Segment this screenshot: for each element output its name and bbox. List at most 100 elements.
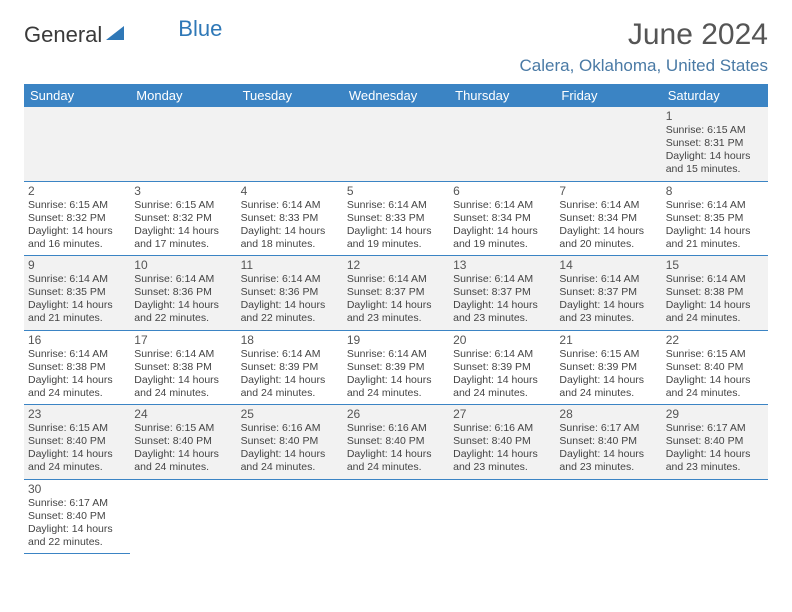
calendar-day-cell: 30Sunrise: 6:17 AMSunset: 8:40 PMDayligh… <box>24 479 130 554</box>
sunset-text: Sunset: 8:38 PM <box>28 361 126 374</box>
calendar-day-cell <box>130 107 236 181</box>
calendar-body: 1Sunrise: 6:15 AMSunset: 8:31 PMDaylight… <box>24 107 768 554</box>
day-number: 20 <box>453 333 551 347</box>
day-number: 3 <box>134 184 232 198</box>
daylight-text: and 19 minutes. <box>453 238 551 251</box>
weekday-header-row: Sunday Monday Tuesday Wednesday Thursday… <box>24 84 768 107</box>
daylight-text: and 24 minutes. <box>241 387 339 400</box>
sunset-text: Sunset: 8:34 PM <box>453 212 551 225</box>
sunrise-text: Sunrise: 6:17 AM <box>559 422 657 435</box>
sunset-text: Sunset: 8:40 PM <box>559 435 657 448</box>
daylight-text: and 23 minutes. <box>347 312 445 325</box>
daylight-text: Daylight: 14 hours <box>559 448 657 461</box>
calendar-day-cell: 12Sunrise: 6:14 AMSunset: 8:37 PMDayligh… <box>343 256 449 331</box>
day-number: 15 <box>666 258 764 272</box>
daylight-text: and 24 minutes. <box>666 312 764 325</box>
calendar-day-cell <box>449 479 555 554</box>
daylight-text: Daylight: 14 hours <box>559 225 657 238</box>
daylight-text: and 21 minutes. <box>28 312 126 325</box>
sunrise-text: Sunrise: 6:14 AM <box>28 348 126 361</box>
brand-logo: General Blue <box>24 22 222 48</box>
brand-name-2: Blue <box>178 16 222 42</box>
day-number: 17 <box>134 333 232 347</box>
calendar-day-cell <box>662 479 768 554</box>
calendar-week-row: 23Sunrise: 6:15 AMSunset: 8:40 PMDayligh… <box>24 405 768 480</box>
sunrise-text: Sunrise: 6:14 AM <box>347 199 445 212</box>
sunrise-text: Sunrise: 6:14 AM <box>453 273 551 286</box>
daylight-text: Daylight: 14 hours <box>241 225 339 238</box>
sunrise-text: Sunrise: 6:16 AM <box>453 422 551 435</box>
calendar-day-cell: 22Sunrise: 6:15 AMSunset: 8:40 PMDayligh… <box>662 330 768 405</box>
day-number: 14 <box>559 258 657 272</box>
day-number: 8 <box>666 184 764 198</box>
daylight-text: Daylight: 14 hours <box>347 299 445 312</box>
day-number: 30 <box>28 482 126 496</box>
sunset-text: Sunset: 8:31 PM <box>666 137 764 150</box>
daylight-text: and 24 minutes. <box>453 387 551 400</box>
sunrise-text: Sunrise: 6:17 AM <box>28 497 126 510</box>
calendar-day-cell: 4Sunrise: 6:14 AMSunset: 8:33 PMDaylight… <box>237 181 343 256</box>
daylight-text: and 23 minutes. <box>666 461 764 474</box>
calendar-day-cell <box>555 107 661 181</box>
weekday-header: Friday <box>555 84 661 107</box>
month-title: June 2024 <box>519 18 768 52</box>
calendar-week-row: 30Sunrise: 6:17 AMSunset: 8:40 PMDayligh… <box>24 479 768 554</box>
sunset-text: Sunset: 8:33 PM <box>241 212 339 225</box>
daylight-text: Daylight: 14 hours <box>241 374 339 387</box>
title-block: June 2024 Calera, Oklahoma, United State… <box>519 18 768 76</box>
calendar-day-cell: 21Sunrise: 6:15 AMSunset: 8:39 PMDayligh… <box>555 330 661 405</box>
sunset-text: Sunset: 8:38 PM <box>134 361 232 374</box>
sunset-text: Sunset: 8:35 PM <box>666 212 764 225</box>
daylight-text: Daylight: 14 hours <box>347 448 445 461</box>
day-number: 18 <box>241 333 339 347</box>
day-number: 27 <box>453 407 551 421</box>
daylight-text: Daylight: 14 hours <box>666 448 764 461</box>
weekday-header: Thursday <box>449 84 555 107</box>
sunset-text: Sunset: 8:36 PM <box>134 286 232 299</box>
daylight-text: Daylight: 14 hours <box>134 374 232 387</box>
daylight-text: Daylight: 14 hours <box>666 225 764 238</box>
day-number: 2 <box>28 184 126 198</box>
day-number: 6 <box>453 184 551 198</box>
day-number: 12 <box>347 258 445 272</box>
daylight-text: Daylight: 14 hours <box>666 374 764 387</box>
sunrise-text: Sunrise: 6:17 AM <box>666 422 764 435</box>
sunset-text: Sunset: 8:39 PM <box>241 361 339 374</box>
sunrise-text: Sunrise: 6:14 AM <box>559 273 657 286</box>
calendar-day-cell <box>343 479 449 554</box>
daylight-text: and 24 minutes. <box>347 387 445 400</box>
daylight-text: and 23 minutes. <box>453 312 551 325</box>
sunset-text: Sunset: 8:37 PM <box>453 286 551 299</box>
daylight-text: Daylight: 14 hours <box>134 225 232 238</box>
calendar-day-cell: 17Sunrise: 6:14 AMSunset: 8:38 PMDayligh… <box>130 330 236 405</box>
calendar-day-cell <box>237 107 343 181</box>
calendar-day-cell: 9Sunrise: 6:14 AMSunset: 8:35 PMDaylight… <box>24 256 130 331</box>
daylight-text: and 24 minutes. <box>559 387 657 400</box>
sunrise-text: Sunrise: 6:15 AM <box>134 422 232 435</box>
sunrise-text: Sunrise: 6:15 AM <box>134 199 232 212</box>
sunset-text: Sunset: 8:40 PM <box>28 435 126 448</box>
sunset-text: Sunset: 8:40 PM <box>666 435 764 448</box>
daylight-text: Daylight: 14 hours <box>453 299 551 312</box>
calendar-day-cell: 2Sunrise: 6:15 AMSunset: 8:32 PMDaylight… <box>24 181 130 256</box>
day-number: 11 <box>241 258 339 272</box>
sunset-text: Sunset: 8:39 PM <box>453 361 551 374</box>
day-number: 21 <box>559 333 657 347</box>
daylight-text: and 22 minutes. <box>134 312 232 325</box>
calendar-day-cell: 16Sunrise: 6:14 AMSunset: 8:38 PMDayligh… <box>24 330 130 405</box>
sunrise-text: Sunrise: 6:15 AM <box>666 124 764 137</box>
day-number: 5 <box>347 184 445 198</box>
daylight-text: Daylight: 14 hours <box>347 374 445 387</box>
brand-name-1: General <box>24 22 102 48</box>
day-number: 25 <box>241 407 339 421</box>
sunset-text: Sunset: 8:39 PM <box>559 361 657 374</box>
day-number: 10 <box>134 258 232 272</box>
sunset-text: Sunset: 8:35 PM <box>28 286 126 299</box>
calendar-day-cell: 15Sunrise: 6:14 AMSunset: 8:38 PMDayligh… <box>662 256 768 331</box>
daylight-text: Daylight: 14 hours <box>28 448 126 461</box>
calendar-day-cell: 3Sunrise: 6:15 AMSunset: 8:32 PMDaylight… <box>130 181 236 256</box>
weekday-header: Monday <box>130 84 236 107</box>
sunset-text: Sunset: 8:40 PM <box>241 435 339 448</box>
daylight-text: and 16 minutes. <box>28 238 126 251</box>
calendar-day-cell: 23Sunrise: 6:15 AMSunset: 8:40 PMDayligh… <box>24 405 130 480</box>
